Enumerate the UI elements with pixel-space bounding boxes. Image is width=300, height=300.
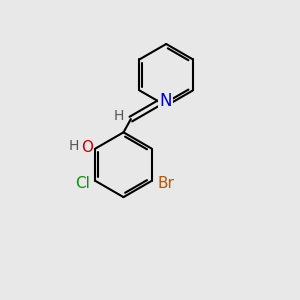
Text: H: H bbox=[113, 109, 124, 122]
Text: Cl: Cl bbox=[75, 176, 90, 191]
Text: Br: Br bbox=[158, 176, 175, 191]
Text: O: O bbox=[81, 140, 93, 154]
Text: H: H bbox=[69, 139, 79, 153]
Text: N: N bbox=[159, 92, 172, 110]
